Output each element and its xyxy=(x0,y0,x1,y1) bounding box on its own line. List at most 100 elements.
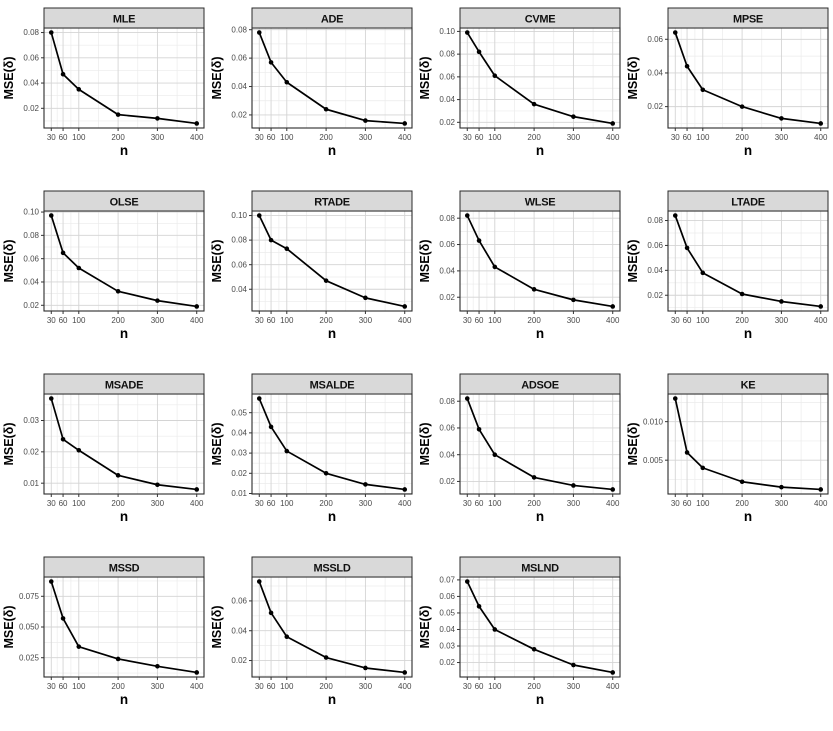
panel-plot-mslnd: MSLND 0.02 0.03 0.04 0.05 0.06 0.07 30 60 100 200 3… xyxy=(418,556,621,707)
data-point xyxy=(194,670,200,675)
facet-strip-title: MSALDE xyxy=(310,380,355,392)
y-axis-title: MSE(δ) xyxy=(2,240,16,283)
mse-line xyxy=(50,215,197,308)
y-axis-title: MSE(δ) xyxy=(2,606,16,649)
x-axis-title: n xyxy=(744,143,752,158)
data-point xyxy=(194,487,200,492)
data-point xyxy=(256,579,262,584)
y-tick-label: 0.06 xyxy=(231,54,247,63)
y-tick-label: 0.04 xyxy=(23,79,39,88)
x-tick-label: 30 xyxy=(671,133,680,142)
data-point xyxy=(739,291,745,297)
data-point xyxy=(155,298,160,303)
x-tick-label: 30 xyxy=(255,682,264,691)
x-axis-title: n xyxy=(744,326,752,341)
data-point xyxy=(115,289,121,294)
y-tick-label: 0.02 xyxy=(439,293,455,302)
panel-background xyxy=(668,211,828,311)
data-point xyxy=(492,73,498,79)
data-point xyxy=(363,295,368,301)
x-tick-label: 300 xyxy=(775,133,789,142)
data-point xyxy=(779,299,784,304)
data-point xyxy=(323,655,329,660)
x-tick-label: 300 xyxy=(151,133,165,142)
data-point xyxy=(76,644,82,649)
x-tick-label: 200 xyxy=(527,682,541,691)
x-tick-label: 30 xyxy=(47,682,56,691)
x-tick-label: 100 xyxy=(72,499,86,508)
data-points xyxy=(256,213,408,309)
mse-line xyxy=(258,398,405,491)
data-point xyxy=(48,30,54,35)
x-axis-title: n xyxy=(536,326,544,341)
data-points xyxy=(464,213,616,309)
x-axis-title: n xyxy=(120,143,128,158)
data-point xyxy=(739,104,745,109)
x-tick-label: 30 xyxy=(463,316,472,325)
data-point xyxy=(115,473,121,478)
panel-plot-olse: OLSE 0.02 0.04 0.06 0.08 0.10 30 60 100 200 300 400… xyxy=(2,190,205,341)
x-tick-label: 300 xyxy=(775,499,789,508)
data-point xyxy=(268,610,274,616)
panel-plot-mssd: MSSD 0.025 0.050 0.075 30 60 100 200 300 400 n MSE(… xyxy=(2,556,205,707)
x-tick-label: 100 xyxy=(696,316,710,325)
x-tick-label: 200 xyxy=(111,682,125,691)
mse-line xyxy=(466,215,613,308)
data-point xyxy=(60,71,66,77)
facet-strip-title: MSSD xyxy=(109,563,140,575)
facet-strip-title: MSSLD xyxy=(313,563,350,575)
x-tick-label: 300 xyxy=(359,133,373,142)
y-tick-label: 0.03 xyxy=(23,416,39,425)
facet-panel-cvme: CVME 0.02 0.04 0.06 0.08 0.10 30 60 100 200 300 400… xyxy=(416,0,624,183)
facet-strip xyxy=(667,373,829,395)
panel-plot-ltade: LTADE 0.02 0.04 0.06 0.08 30 60 100 200 300 400 n MS… xyxy=(626,190,829,341)
data-point xyxy=(531,647,537,652)
facet-strip xyxy=(459,7,621,29)
y-tick-label: 0.03 xyxy=(231,449,247,458)
x-tick-label: 30 xyxy=(463,682,472,691)
gridlines xyxy=(44,577,204,677)
data-point xyxy=(492,627,498,632)
x-tick-label: 100 xyxy=(280,133,294,142)
data-point xyxy=(48,579,54,584)
x-axis-title: n xyxy=(328,326,336,341)
y-tick-label: 0.01 xyxy=(23,479,39,488)
x-tick-label: 200 xyxy=(735,499,749,508)
data-point xyxy=(323,470,329,476)
y-tick-label: 0.08 xyxy=(23,231,39,240)
y-tick-label: 0.08 xyxy=(439,397,455,406)
x-axis-title: n xyxy=(328,692,336,707)
y-tick-label: 0.06 xyxy=(439,424,455,433)
mse-line xyxy=(466,32,613,125)
y-tick-label: 0.050 xyxy=(19,623,40,632)
data-points xyxy=(464,396,616,492)
x-tick-label: 300 xyxy=(359,499,373,508)
y-tick-label: 0.10 xyxy=(231,211,247,220)
y-tick-label: 0.04 xyxy=(439,625,455,634)
y-axis-title: MSE(δ) xyxy=(626,57,640,100)
y-tick-label: 0.06 xyxy=(439,72,455,81)
panel-background xyxy=(252,28,412,128)
x-tick-label: 30 xyxy=(255,133,264,142)
data-point xyxy=(464,396,470,401)
x-tick-label: 100 xyxy=(696,499,710,508)
data-point xyxy=(571,483,576,488)
y-tick-label: 0.04 xyxy=(439,450,455,459)
x-tick-label: 60 xyxy=(683,133,692,142)
y-tick-label: 0.04 xyxy=(647,266,663,275)
x-tick-label: 100 xyxy=(488,499,502,508)
data-point xyxy=(684,63,690,69)
y-tick-label: 0.04 xyxy=(231,285,247,294)
data-point xyxy=(402,487,408,492)
panel-background xyxy=(668,394,828,494)
gridlines xyxy=(460,211,620,311)
x-tick-label: 200 xyxy=(319,133,333,142)
data-point xyxy=(684,245,690,251)
panel-background xyxy=(44,394,204,494)
x-tick-label: 30 xyxy=(47,316,56,325)
y-tick-label: 0.07 xyxy=(439,575,455,584)
x-tick-label: 300 xyxy=(359,682,373,691)
y-tick-label: 0.02 xyxy=(23,301,39,310)
data-point xyxy=(76,447,82,453)
x-axis-title: n xyxy=(536,692,544,707)
